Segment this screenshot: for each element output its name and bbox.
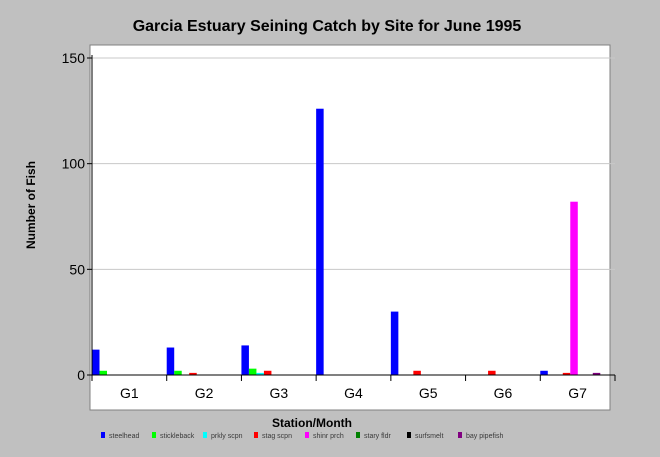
gridlines [92,57,615,270]
x-axis-label: Station/Month [272,416,352,430]
bars [92,108,601,375]
legend-swatch [101,432,105,438]
legend-label: bay pipefish [466,433,503,440]
bar [540,370,548,375]
legend-label: surfsmelt [415,433,443,440]
bar [92,349,100,375]
bar [166,347,175,375]
chart-title: Garcia Estuary Seining Catch by Site for… [133,18,522,35]
axes [87,55,616,381]
bar [99,370,107,375]
legend-swatch [152,432,156,438]
legend-swatch [305,432,309,438]
legend-swatch [203,432,207,438]
bar [413,370,421,375]
bar [488,370,496,375]
bar [592,372,601,375]
x-tick-label: G1 [120,385,139,401]
legend-label: stag scpn [262,433,292,440]
bar [562,372,571,375]
y-tick-label: 150 [62,50,86,66]
bar [189,372,197,375]
legend-label: shinr prch [313,433,344,440]
legend: steelhead stickleback prkly scpn stag scpn s… [101,432,503,440]
y-axis-label: Number of Fish [24,161,38,249]
x-tick-label: G6 [494,385,513,401]
x-tick-label: G2 [195,385,214,401]
bar [241,345,249,375]
legend-swatch [407,432,411,438]
legend-label: stary fldr [364,433,392,440]
legend-label: steelhead [109,433,139,440]
x-tick-labels: G1 G2 G3 G4 G5 G6 G7 [120,385,587,401]
x-tick-label: G5 [419,385,438,401]
y-tick-labels: 0 50 100 150 [62,50,86,383]
y-tick-label: 100 [62,156,86,172]
bar [570,201,578,375]
bar [174,370,182,375]
y-tick-label: 0 [77,367,85,383]
y-tick-label: 50 [69,261,85,277]
legend-swatch [356,432,360,438]
bar [263,370,272,375]
legend-swatch [458,432,462,438]
legend-label: stickleback [160,433,195,440]
bar [256,372,264,375]
legend-swatch [254,432,258,438]
x-tick-label: G7 [568,385,587,401]
x-tick-label: G4 [344,385,363,401]
bar [390,311,399,375]
legend-label: prkly scpn [211,433,243,440]
plot-panel [89,44,611,411]
x-tick-label: G3 [269,385,288,401]
bar [316,108,324,375]
bar [248,368,257,375]
